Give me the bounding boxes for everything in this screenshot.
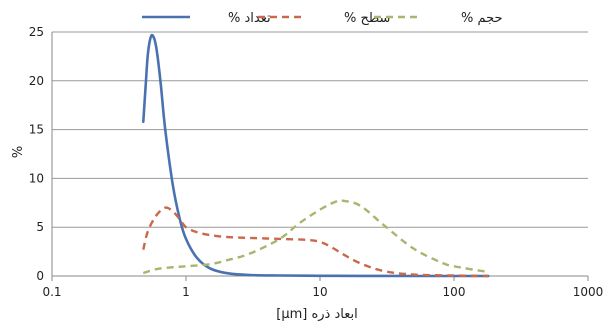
legend-label: سطح % [344,11,390,26]
legend-item-volume: حجم % [374,11,503,26]
series-layer [141,33,490,278]
legend-label: تعداد % [228,11,271,26]
x-tick-label: 0.1 [42,285,61,299]
surface-series-line [142,206,489,278]
volume-series-line [142,199,489,275]
count-series-line [141,33,490,278]
y-tick-label: 25 [29,25,44,39]
legend-item-count: تعداد % [142,11,271,26]
grid-layer [52,31,588,228]
legend: تعداد % سطح % حجم % [142,11,503,26]
x-tick-label: 100 [443,285,466,299]
legend-label: حجم % [461,11,503,26]
y-tick-label: 5 [36,220,44,234]
x-tick-label: 1000 [573,285,604,299]
y-axis-title: % [11,146,26,158]
legend-item-surface: سطح % [258,11,390,26]
axes-layer: 0 5 10 15 20 25 0.1 1 10 100 1000 [29,25,604,299]
y-tick-label: 0 [36,269,44,283]
y-tick-label: 20 [29,74,44,88]
y-tick-label: 15 [29,123,44,137]
x-tick-label: 10 [312,285,327,299]
x-axis-title: ابعاد ذره [µm] [276,307,357,322]
y-tick-label: 10 [29,171,44,185]
x-tick-label: 1 [182,285,190,299]
